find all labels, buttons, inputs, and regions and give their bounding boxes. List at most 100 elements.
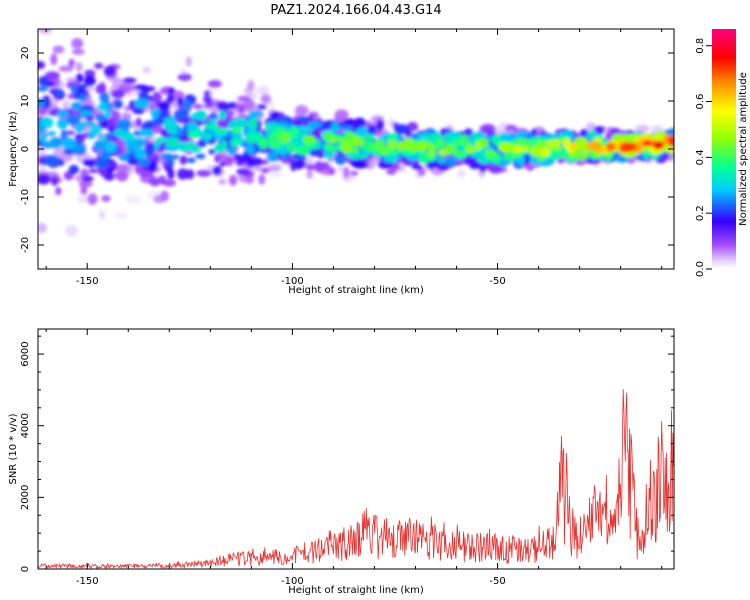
- spectrogram-cell: [97, 102, 110, 112]
- spectrogram-cell: [44, 71, 60, 80]
- colorbar-gradient: [712, 29, 736, 269]
- spectrogram-cell: [418, 143, 427, 152]
- spectrogram-cell: [167, 87, 176, 94]
- spectrogram-cell: [50, 175, 59, 186]
- spectrogram-cell: [225, 156, 234, 167]
- spectrogram-cell: [100, 150, 111, 160]
- spectrogram-cell: [227, 145, 237, 156]
- spectrogram-cell: [98, 210, 106, 220]
- spectrogram-cell: [177, 168, 189, 180]
- spectrogram-cell: [116, 118, 132, 131]
- spectrogram-cell: [278, 133, 291, 144]
- spectrogram-cell: [84, 69, 96, 78]
- spectrogram-cell: [353, 117, 366, 129]
- spectrogram-cell: [156, 102, 167, 108]
- spectrogram-cell: [225, 102, 235, 110]
- spectrogram-cell: [340, 141, 352, 154]
- spectrogram-cell: [208, 112, 218, 121]
- spectrogram-cell: [176, 96, 184, 107]
- spectrogram-cell: [142, 66, 151, 74]
- spectrogram-cell: [491, 135, 502, 146]
- spectrogram-cell: [270, 140, 280, 149]
- spectrogram-cell: [652, 140, 665, 150]
- spectrogram-cell: [185, 169, 195, 180]
- spectrogram-cell: [248, 110, 259, 121]
- spectrogram-cell: [55, 186, 62, 196]
- spectrogram-cell: [329, 138, 337, 144]
- spectrogram-cell: [99, 92, 110, 104]
- spectrogram-cell: [87, 160, 95, 168]
- spectrogram-cell: [71, 48, 85, 55]
- spectrogram-cell: [115, 170, 129, 182]
- snr-xtick-label: -150: [76, 576, 99, 587]
- spectrogram-cell: [214, 127, 229, 135]
- spectrogram-cell: [75, 73, 84, 83]
- spectrogram-cell: [550, 139, 561, 147]
- spectrogram-cell: [107, 126, 115, 132]
- snr-ytick-label: 2000: [20, 485, 31, 510]
- spectrogram-cell: [207, 80, 222, 88]
- spectrogram-cell: [340, 125, 353, 131]
- spectrogram-cell: [246, 132, 259, 142]
- spectrogram-cell: [418, 152, 431, 164]
- spectrogram-cell: [287, 142, 296, 154]
- spectrogram-cell: [38, 222, 48, 234]
- spectrogram-cell: [38, 76, 49, 86]
- spectrogram-cell: [134, 98, 150, 109]
- spectrogram-cell: [428, 148, 435, 159]
- spectrogram-cell: [228, 120, 243, 130]
- spectrogram-cell: [376, 119, 385, 131]
- spectrogram-cell: [125, 138, 137, 149]
- spectrogram-cell: [219, 161, 226, 167]
- spectrogram-cell: [626, 133, 636, 140]
- spectrogram-cell: [247, 162, 254, 168]
- spectrogram-cell: [233, 138, 243, 145]
- spectrogram-cell: [256, 104, 267, 110]
- spectrogram-cell: [163, 121, 177, 130]
- spectrogram-cell: [134, 84, 149, 91]
- spectrogram-cell: [80, 168, 90, 179]
- spectrogram-cell: [218, 178, 227, 185]
- spectrogram-cell: [344, 118, 356, 128]
- spectrogram-cell: [394, 124, 410, 135]
- spectrogram-cell: [115, 163, 130, 173]
- spectrogram-cell: [197, 139, 207, 148]
- spectrogram-cell: [56, 118, 69, 130]
- spectrogram-cell: [349, 170, 359, 177]
- spectrogram-cell: [120, 132, 136, 141]
- spectrogram-cell: [367, 124, 377, 137]
- spectrogram-cell: [122, 77, 137, 84]
- spectrogram-cell: [257, 137, 270, 150]
- spectrogram-cell: [95, 84, 107, 95]
- spectrogram-cell: [237, 95, 252, 102]
- spectrogram-cell: [70, 83, 77, 95]
- spectrogram-cell: [363, 134, 375, 141]
- spectrogram-cell: [105, 141, 116, 153]
- spectrogram-cell: [454, 151, 468, 158]
- spectrogram-cell: [39, 132, 47, 143]
- spectrogram-cell: [295, 145, 310, 156]
- spectrogram-cell: [353, 162, 369, 169]
- spectrogram-cell: [81, 175, 94, 182]
- spectrogram-cell: [290, 159, 297, 172]
- spectrogram-cell: [121, 112, 132, 120]
- spectrogram-cell: [218, 110, 227, 120]
- spectrogram-cell: [73, 145, 83, 151]
- spectrogram-cell: [118, 153, 130, 162]
- spectrogram-cell: [237, 103, 246, 114]
- spectrogram-cell: [484, 149, 496, 158]
- snr-frame: [37, 328, 675, 570]
- spectrogram-cell: [107, 132, 114, 138]
- spectrogram-cell: [214, 154, 221, 164]
- spectrogram-cell: [153, 140, 161, 150]
- spectrogram-cell: [196, 169, 212, 177]
- spectrogram-cell: [327, 168, 336, 176]
- spectrogram-cell: [267, 164, 281, 172]
- spectrogram-cell: [137, 129, 152, 136]
- spectrogram-cell: [78, 180, 93, 188]
- colorbar-ticks: 0.0 0.2 0.4 0.6 0.8: [695, 38, 712, 277]
- spectrogram-cell: [167, 168, 175, 180]
- spectrogram-cell: [212, 165, 223, 176]
